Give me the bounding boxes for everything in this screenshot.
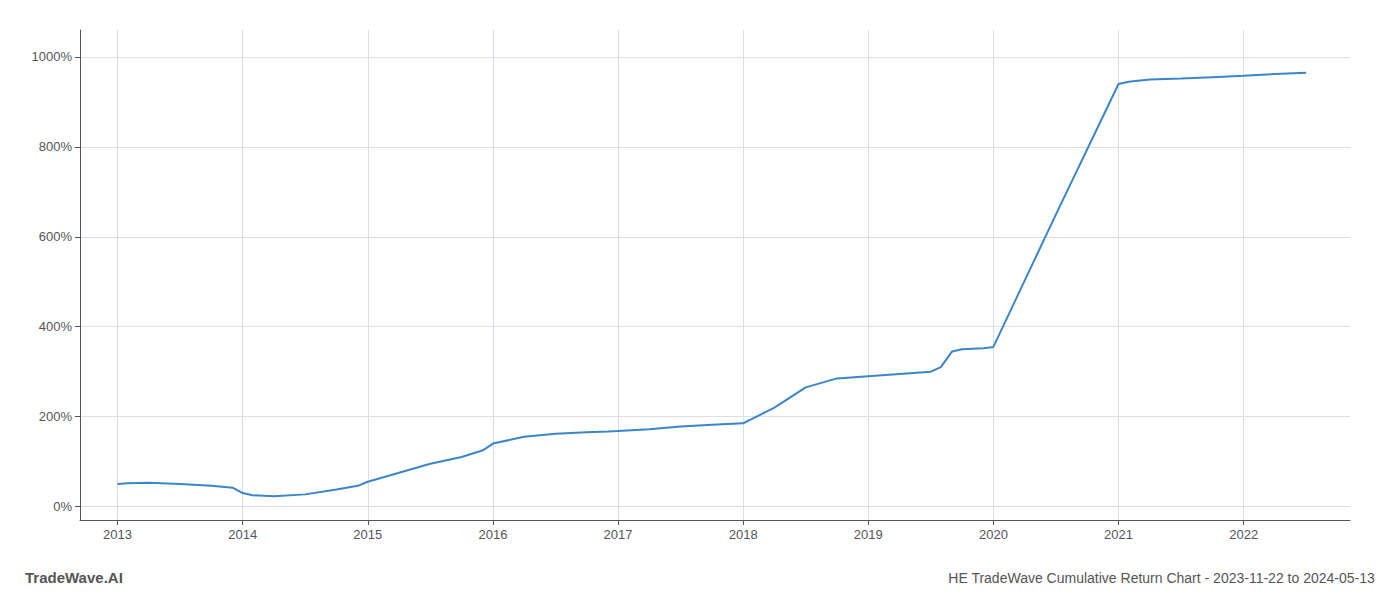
svg-text:2015: 2015 [353,527,382,542]
svg-text:1000%: 1000% [32,49,73,64]
svg-text:600%: 600% [39,229,73,244]
svg-text:0%: 0% [53,499,72,514]
svg-text:2020: 2020 [979,527,1008,542]
svg-text:2013: 2013 [103,527,132,542]
svg-text:2016: 2016 [478,527,507,542]
svg-text:2018: 2018 [729,527,758,542]
svg-text:2022: 2022 [1229,527,1258,542]
svg-text:2019: 2019 [854,527,883,542]
svg-text:HE TradeWave Cumulative Return: HE TradeWave Cumulative Return Chart - 2… [948,570,1375,586]
svg-text:800%: 800% [39,139,73,154]
svg-text:400%: 400% [39,319,73,334]
svg-text:2021: 2021 [1104,527,1133,542]
svg-text:2014: 2014 [228,527,257,542]
svg-text:200%: 200% [39,409,73,424]
svg-text:2017: 2017 [604,527,633,542]
svg-text:TradeWave.AI: TradeWave.AI [25,569,123,586]
